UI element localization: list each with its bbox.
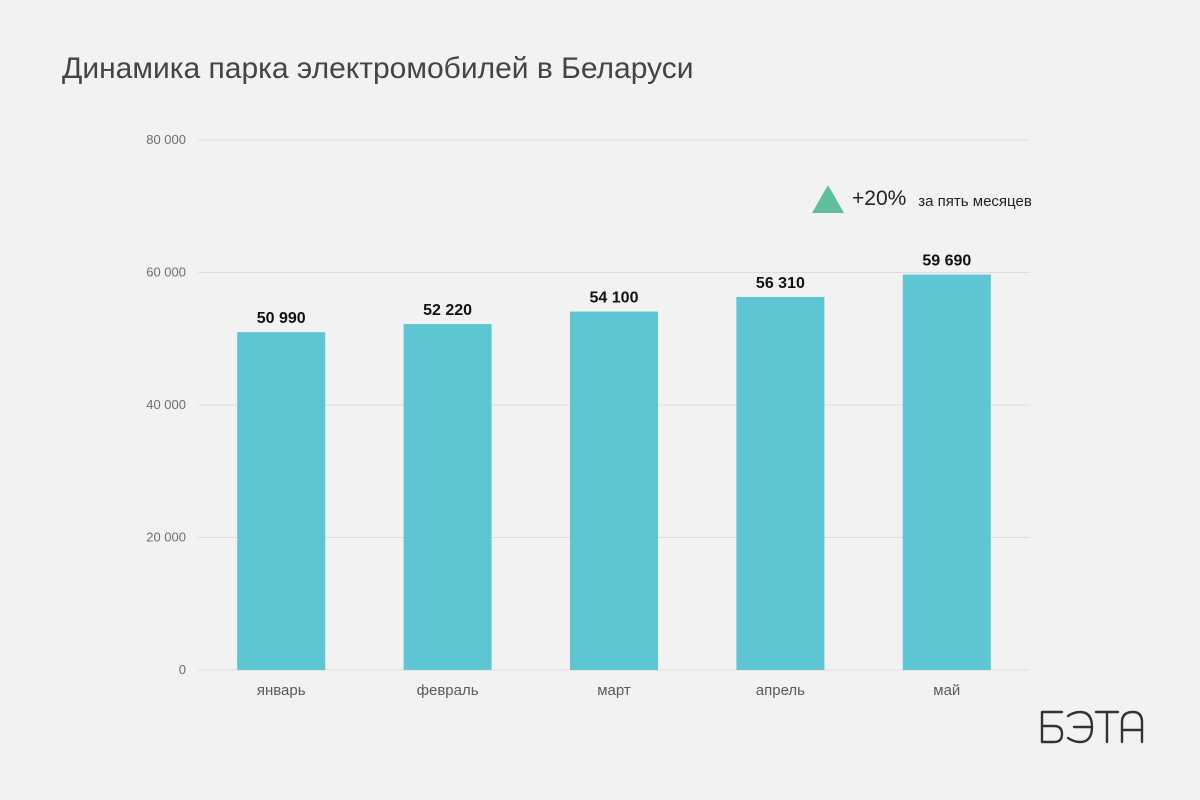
y-tick-label: 60 000 (146, 265, 186, 280)
bar-2 (403, 324, 492, 670)
y-tick-label: 0 (179, 662, 186, 677)
x-category-label: май (933, 682, 960, 699)
y-tick-label: 80 000 (146, 132, 186, 147)
y-tick-label: 40 000 (146, 397, 186, 412)
growth-annotation: +20% за пять месяцев (812, 185, 1032, 213)
bar-5 (902, 274, 991, 670)
bar-3 (570, 311, 658, 670)
bar-value-label: 54 100 (590, 290, 639, 307)
chart-title: Динамика парка электромобилей в Беларуси (62, 52, 694, 85)
bar-1 (237, 332, 326, 670)
bar-value-label: 50 990 (257, 310, 306, 327)
growth-period: за пять месяцев (918, 192, 1032, 210)
x-category-label: апрель (756, 682, 805, 699)
belta-logo-mark (1040, 710, 1144, 744)
growth-percent: +20% (852, 187, 907, 210)
bar-value-label: 52 220 (423, 302, 472, 319)
triangle-up-icon (812, 185, 844, 213)
x-category-label: январь (257, 682, 306, 699)
bar-value-label: 56 310 (756, 275, 805, 292)
labels: 0 20 000 40 000 60 000 80 000 50 990 январь 52 … (146, 132, 971, 699)
y-tick-label: 20 000 (146, 530, 186, 545)
bar-4 (736, 296, 825, 670)
bar-value-label: 59 690 (922, 253, 971, 270)
x-category-label: февраль (417, 682, 479, 699)
bars (237, 274, 991, 670)
x-category-label: март (597, 682, 631, 699)
belta-logo (1038, 704, 1146, 750)
